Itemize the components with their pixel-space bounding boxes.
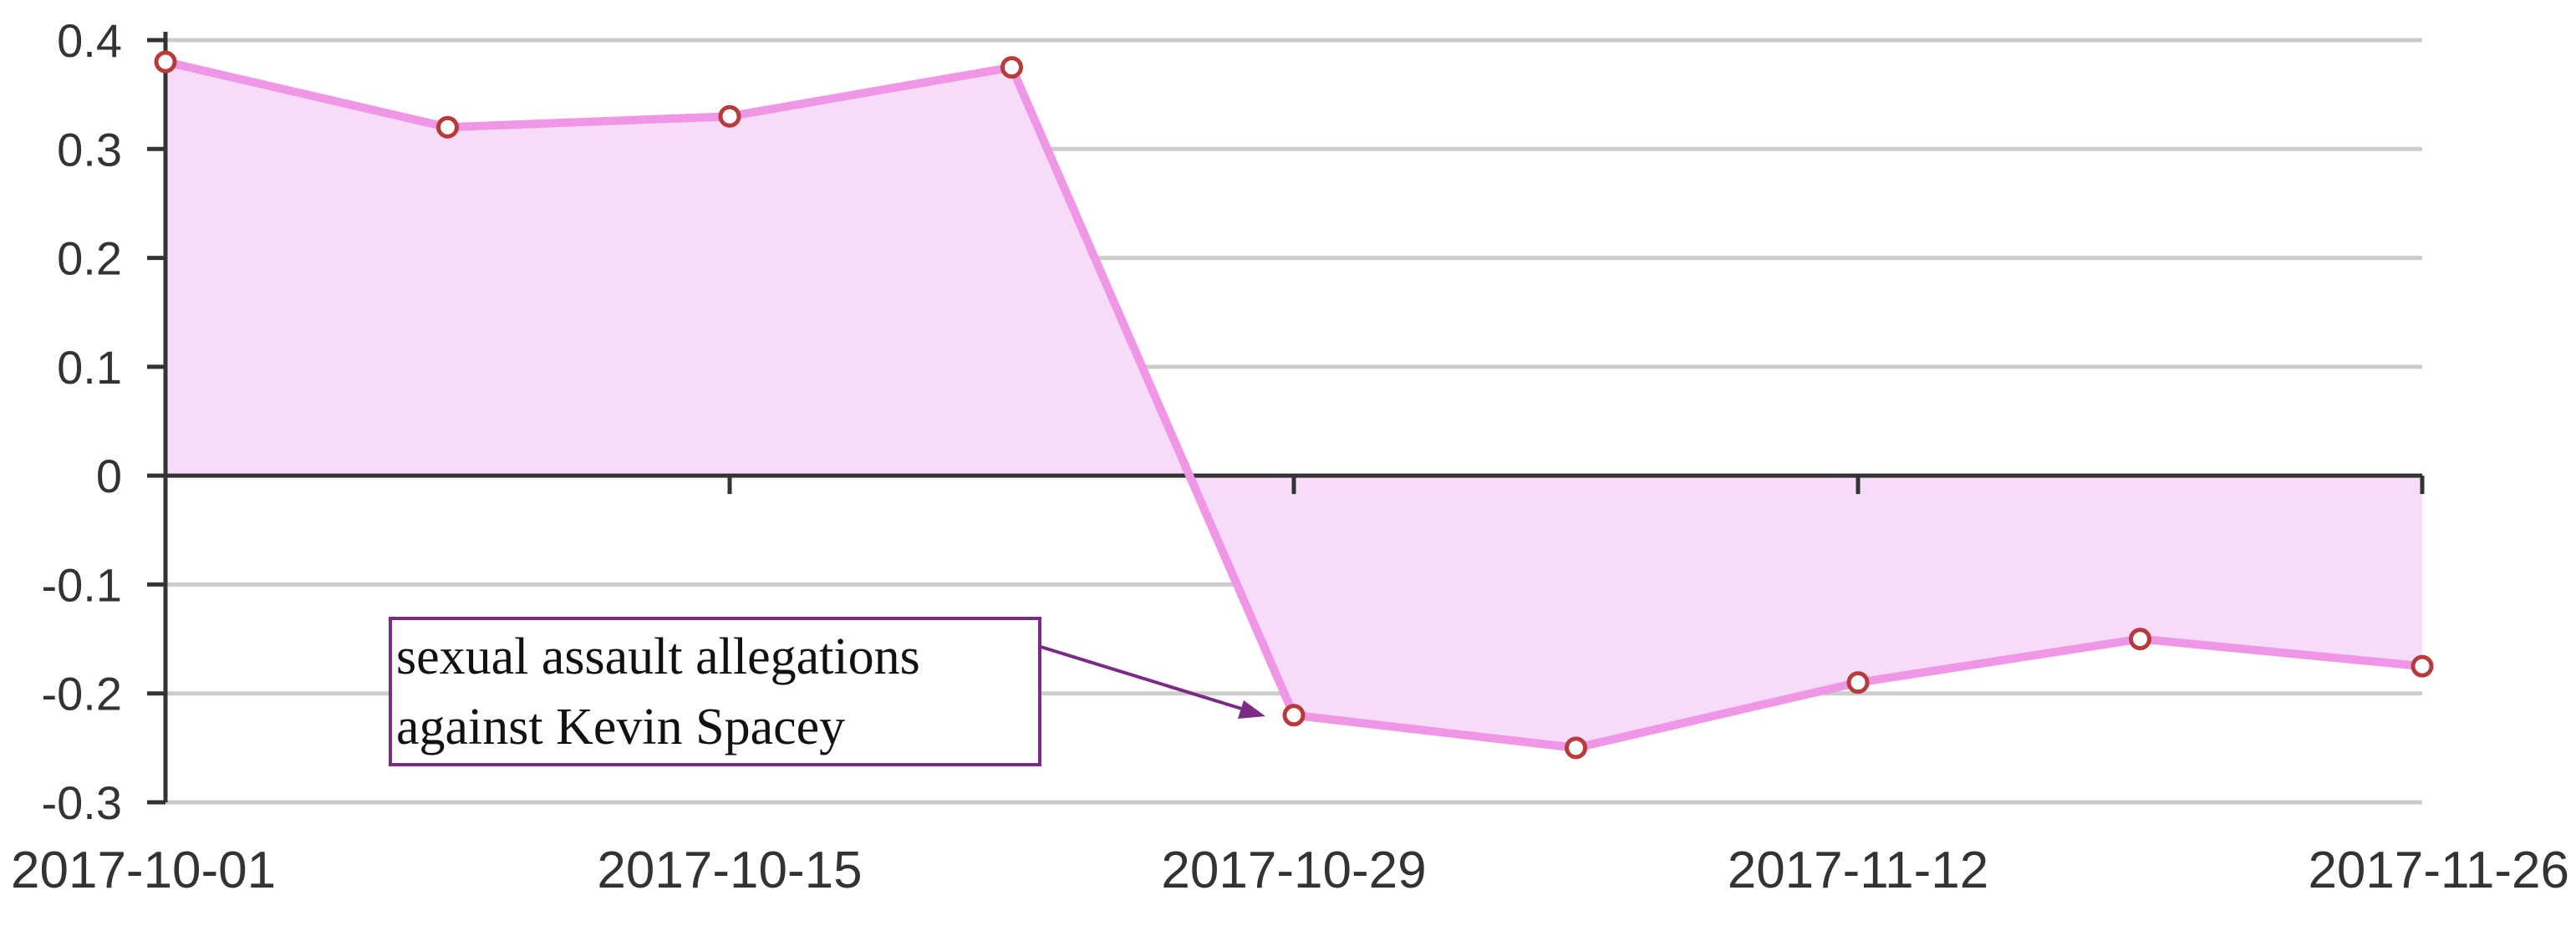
label-layer: 0.4 0.3 0.2 0.1 0 -0.1 -0.2 -0.3 2017-10-01 2017-… [11,14,2569,899]
data-point [718,104,741,128]
annotation-arrowhead [1238,700,1265,719]
series-area [165,62,2422,748]
y-tick-label: -0.3 [42,776,123,829]
y-tick-label: 0.3 [57,123,122,176]
x-tick-label: 2017-10-15 [597,842,862,899]
data-point [1565,736,1587,760]
point-layer [154,50,2434,760]
data-point [1282,704,1306,727]
x-tick-label: 2017-10-29 [1161,842,1426,899]
data-point [1000,56,1023,79]
y-tick-label: -0.2 [42,668,123,720]
data-point [1846,671,1870,694]
annotation: sexual assault allegations against Kevin… [389,617,1265,766]
annotation-arrow-line [1037,644,1248,712]
x-tick-label: 2017-11-12 [1728,842,1989,899]
y-tick-label: 0.4 [57,14,122,67]
y-tick-label: 0.1 [57,341,122,394]
data-point [2411,654,2434,678]
annotation-line-2: against Kevin Spacey [396,699,845,755]
data-point [436,115,459,139]
y-tick-label: 0 [96,450,122,502]
area-layer [165,62,2422,748]
annotation-box [389,617,1041,766]
y-tick-label: -0.1 [42,558,123,611]
annotation-line-1: sexual assault allegations [396,628,920,685]
data-point [154,50,177,74]
x-tick-label: 2017-10-01 [11,842,276,899]
x-tick-label: 2017-11-26 [2308,842,2569,899]
axis-layer [163,32,2425,802]
data-point [2129,628,2151,651]
y-tick-label: 0.2 [57,232,122,285]
